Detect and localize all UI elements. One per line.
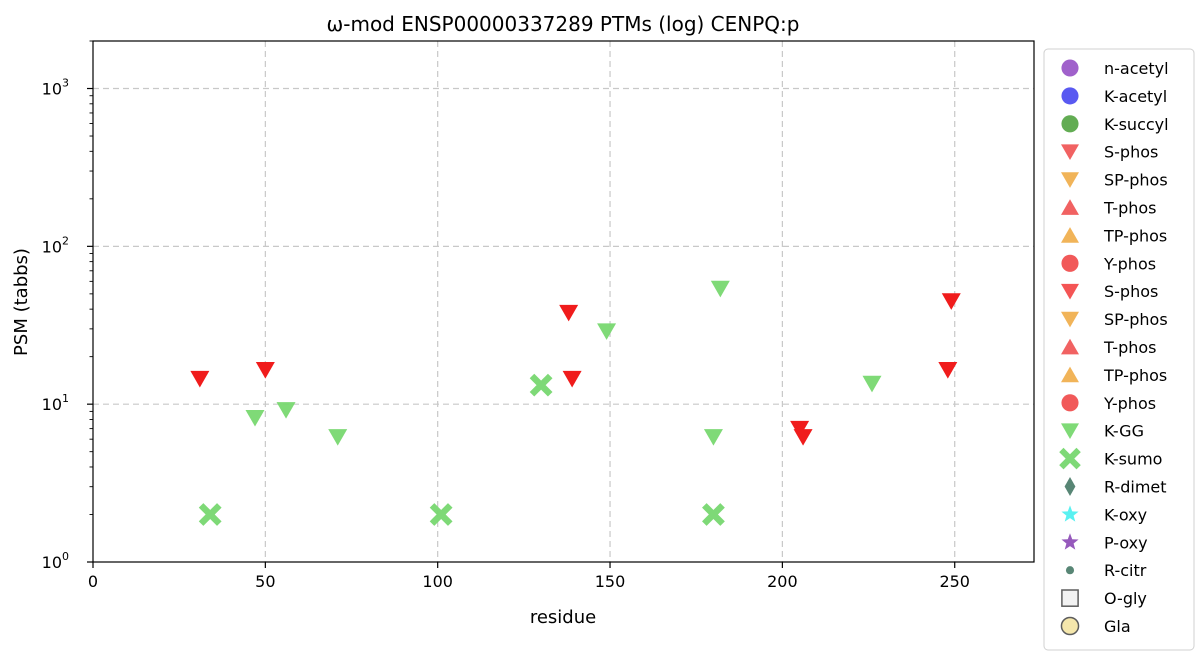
data-point xyxy=(190,370,210,388)
legend-marker xyxy=(1061,394,1079,412)
legend-marker xyxy=(1061,199,1079,215)
legend-label: K-succyl xyxy=(1104,115,1169,134)
legend-label: R-citr xyxy=(1104,561,1147,580)
legend-marker xyxy=(1061,505,1079,522)
data-point xyxy=(597,323,617,340)
legend-label: T-phos xyxy=(1103,338,1157,357)
legend-marker xyxy=(1061,59,1079,77)
legend-marker xyxy=(1061,533,1079,550)
legend-marker xyxy=(1061,87,1079,105)
legend-marker xyxy=(1061,172,1079,188)
data-point xyxy=(276,402,296,419)
legend-label: Y-phos xyxy=(1103,254,1156,273)
y-tick-label: 101 xyxy=(42,392,69,414)
x-tick-label: 50 xyxy=(255,572,275,591)
legend-label: S-phos xyxy=(1104,282,1158,301)
legend-label: R-dimet xyxy=(1104,478,1167,497)
data-point xyxy=(328,429,348,446)
legend-label: n-acetyl xyxy=(1104,59,1169,78)
y-tick-label: 102 xyxy=(42,234,69,256)
x-tick-label: 100 xyxy=(422,572,453,591)
plot-frame xyxy=(92,40,1035,563)
legend-label: O-gly xyxy=(1104,589,1147,608)
y-tick-label: 100 xyxy=(42,550,69,572)
legend-label: P-oxy xyxy=(1104,533,1148,552)
legend-marker xyxy=(1061,115,1079,133)
data-point xyxy=(702,503,725,526)
legend-box xyxy=(1043,48,1195,651)
legend-marker xyxy=(1061,338,1079,355)
legend-label: TP-phos xyxy=(1103,226,1167,245)
data-point xyxy=(245,409,265,427)
data-point xyxy=(862,375,882,393)
data-point xyxy=(562,370,582,388)
x-tick-label: 250 xyxy=(939,572,970,591)
legend-marker xyxy=(1061,311,1079,328)
legend-label: S-phos xyxy=(1104,143,1158,162)
x-tick-label: 200 xyxy=(767,572,798,591)
data-point xyxy=(559,304,579,322)
legend-marker xyxy=(1061,589,1079,607)
data-point xyxy=(703,429,723,446)
legend-label: K-oxy xyxy=(1104,505,1147,524)
legend-marker xyxy=(1059,447,1081,470)
data-point xyxy=(790,420,810,438)
chart-title: ω-mod ENSP00000337289 PTMs (log) CENPQ:p xyxy=(327,12,800,36)
legend-label: K-acetyl xyxy=(1104,87,1167,106)
legend-label: SP-phos xyxy=(1104,310,1168,329)
legend-marker xyxy=(1061,423,1079,439)
legend-label: TP-phos xyxy=(1103,366,1167,385)
legend-marker xyxy=(1064,477,1076,496)
data-point xyxy=(529,373,553,397)
legend-label: K-GG xyxy=(1104,422,1144,441)
y-tick-label: 103 xyxy=(42,77,69,99)
legend-label: Gla xyxy=(1104,617,1131,636)
legend: n-acetyl K-acetyl K-succyl S-phos SP-phos T-p… xyxy=(1043,48,1195,651)
legend-marker xyxy=(1061,227,1079,243)
legend-label: K-sumo xyxy=(1104,450,1162,469)
legend-marker xyxy=(1060,616,1080,636)
data-point xyxy=(710,280,730,298)
data-point xyxy=(429,503,453,526)
x-tick-label: 150 xyxy=(595,572,626,591)
legend-label: T-phos xyxy=(1103,199,1157,218)
legend-marker xyxy=(1065,566,1075,575)
y-axis-title: PSM (tabbs) xyxy=(11,248,32,356)
data-marks xyxy=(190,280,961,526)
data-point xyxy=(255,362,275,379)
legend-marker xyxy=(1061,283,1079,300)
data-point xyxy=(198,503,222,526)
legend-label: Y-phos xyxy=(1103,394,1156,413)
data-point xyxy=(941,293,961,310)
legend-label: SP-phos xyxy=(1104,171,1168,190)
legend-marker xyxy=(1061,254,1079,272)
legend-marker xyxy=(1061,366,1079,383)
grid-lines xyxy=(93,41,1034,562)
data-point xyxy=(938,362,958,379)
x-axis-title: residue xyxy=(530,607,596,628)
axis-ticks: 0 50 100 150 200 250 100 101 102 103 xyxy=(42,40,970,591)
data-point xyxy=(793,429,813,446)
legend-marker xyxy=(1061,144,1079,160)
x-tick-label: 0 xyxy=(88,572,98,591)
